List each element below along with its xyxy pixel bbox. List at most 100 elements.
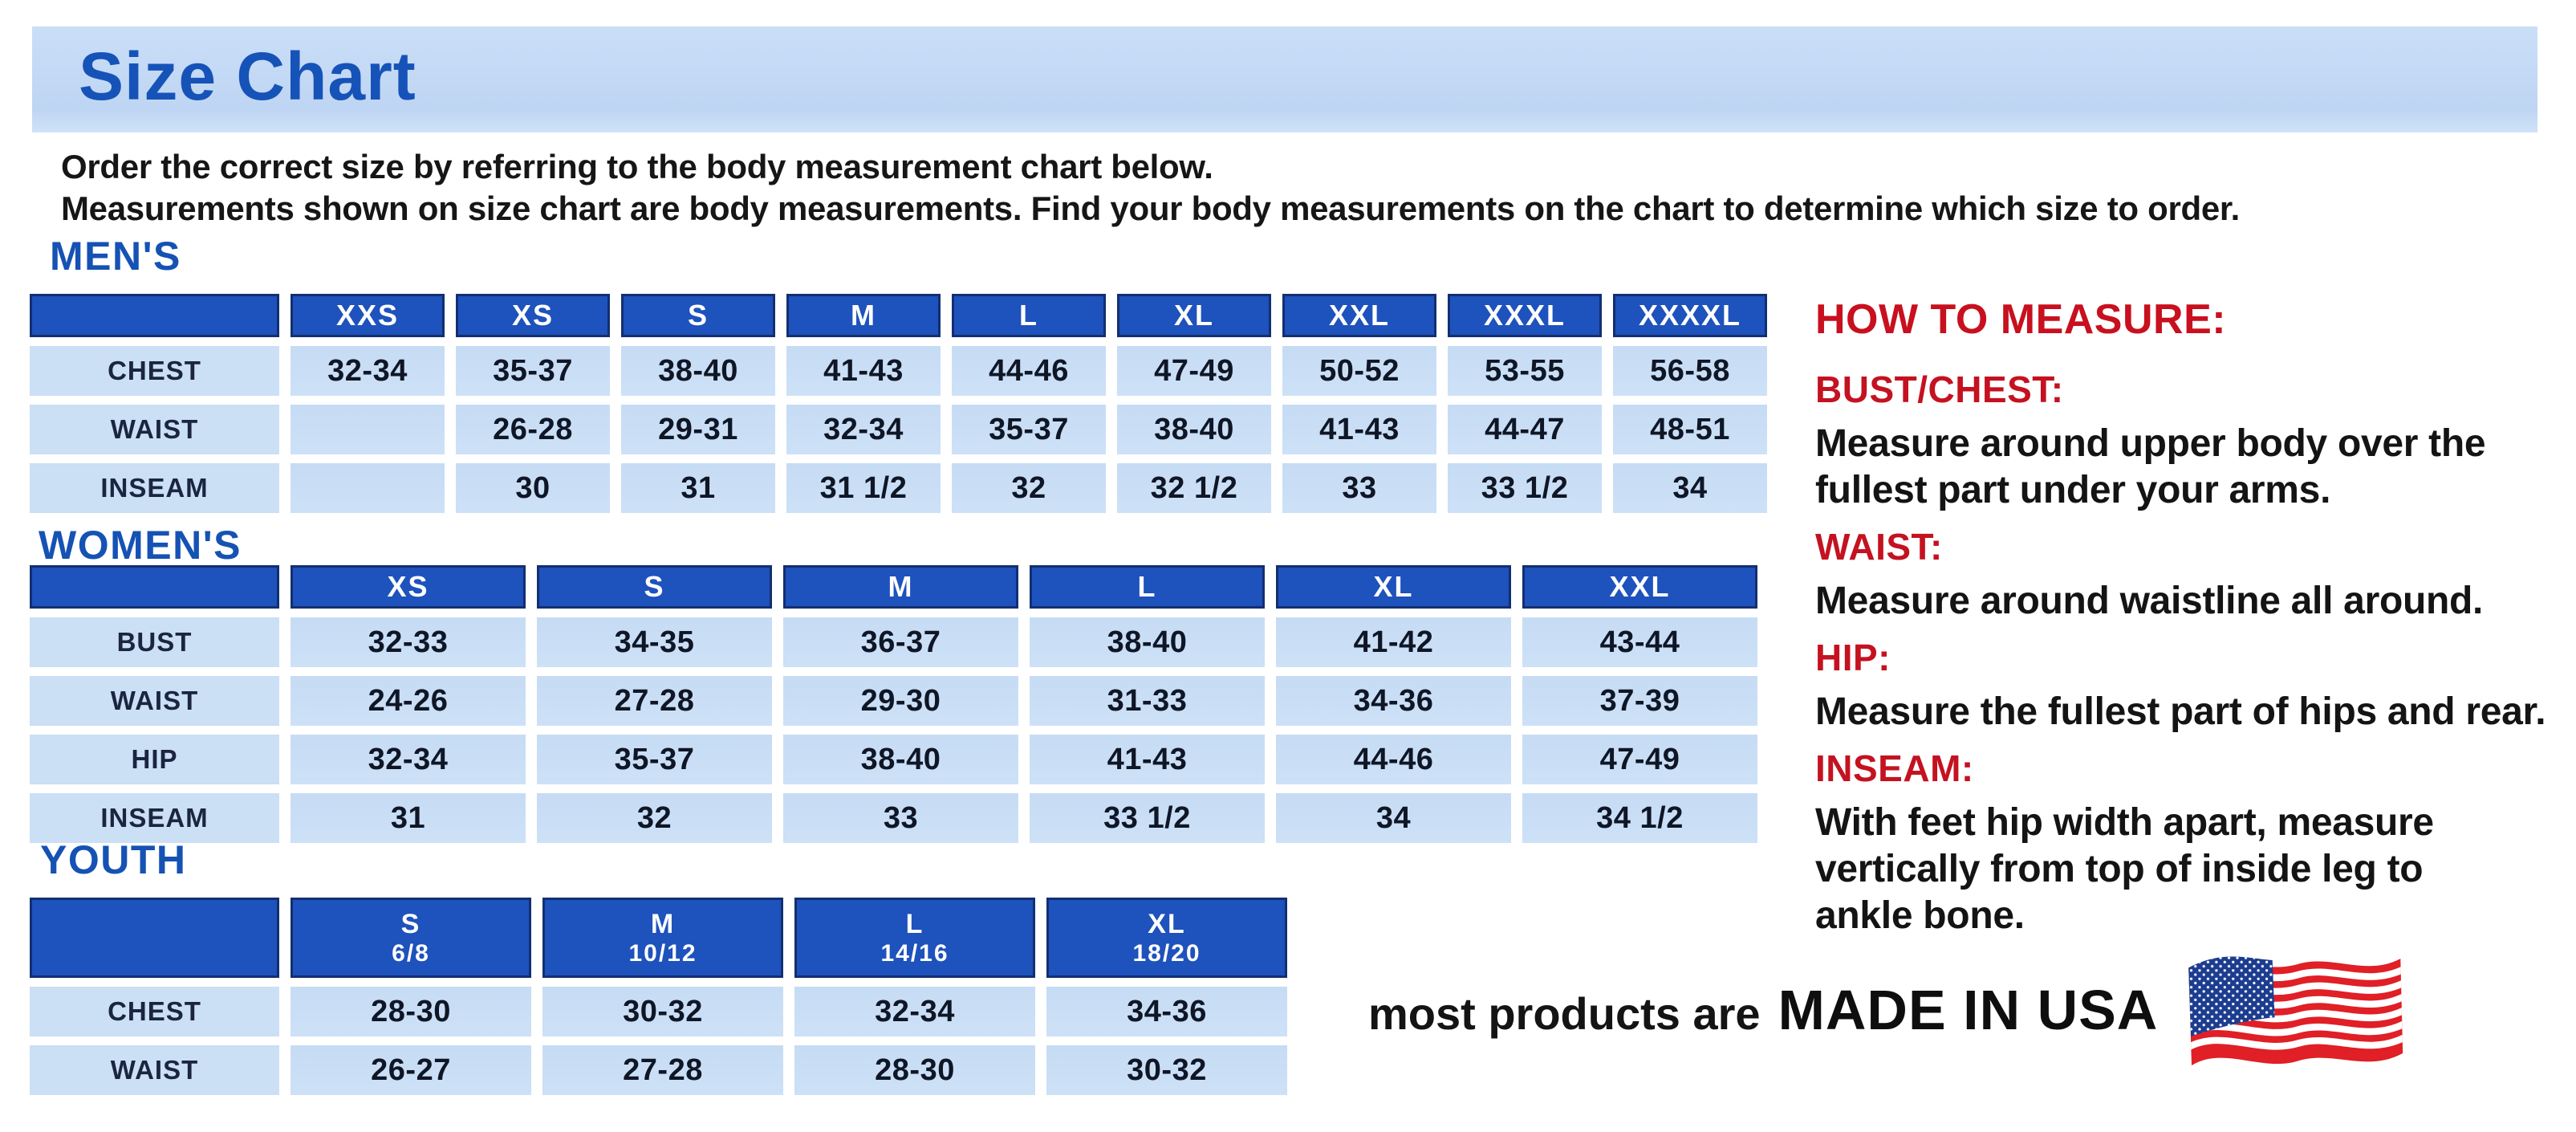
size-value-cell: 33 [783,793,1018,843]
size-value-cell: 43-44 [1522,617,1757,667]
size-value-cell: 35-37 [952,405,1106,454]
measure-text-line: With feet hip width apart, measure [1815,801,2434,844]
row-label-cell: WAIST [30,405,279,454]
page-title: Size Chart [79,39,416,114]
size-value-cell: 29-31 [621,405,775,454]
how-to-measure-panel: HOW TO MEASURE: BUST/CHEST: Measure arou… [1815,295,2576,939]
size-value-cell: 34 1/2 [1522,793,1757,843]
size-value-cell: 41-42 [1276,617,1511,667]
size-value-cell: 32-33 [291,617,526,667]
measure-label-hip: HIP: [1815,637,1891,678]
size-header-cell: XL [1117,294,1271,337]
youth-section-heading: YOUTH [40,837,187,882]
size-value-cell: 34-36 [1046,987,1287,1036]
measure-label-inseam: INSEAM: [1815,747,1974,789]
size-value-cell: 50-52 [1282,346,1436,396]
size-value-cell: 31 1/2 [786,463,941,513]
size-value-cell: 33 [1282,463,1436,513]
measure-text-line: fullest part under your arms. [1815,469,2331,511]
size-value-cell: 34 [1276,793,1511,843]
measure-section-waist: WAIST: Measure around waistline all arou… [1815,525,2576,625]
size-value-cell: 28-30 [291,987,531,1036]
size-value-cell: 32-34 [291,735,526,784]
size-header-cell: XXXL [1448,294,1602,337]
size-value-cell: 35-37 [537,735,772,784]
size-header-cell: XL [1276,565,1511,609]
intro-line-1: Order the correct size by referring to t… [61,148,1213,185]
size-header-cell: XXL [1522,565,1757,609]
intro-line-2: Measurements shown on size chart are bod… [61,189,2241,227]
mens-section-heading: MEN'S [50,234,181,279]
row-label-cell: WAIST [30,676,279,726]
size-value-cell: 48-51 [1613,405,1767,454]
size-value-cell: 33 1/2 [1448,463,1602,513]
size-header-cell: M [783,565,1018,609]
measure-section-hip: HIP: Measure the fullest part of hips an… [1815,636,2576,735]
size-value-cell: 30-32 [1046,1045,1287,1095]
size-value-cell: 32 [952,463,1106,513]
size-value-cell: 26-28 [456,405,610,454]
table-corner-cell [30,898,279,978]
size-header-cell: XS [291,565,526,609]
size-value-cell: 41-43 [786,346,941,396]
size-value-cell [291,405,445,454]
size-value-cell: 47-49 [1117,346,1271,396]
measure-label-bust-chest: BUST/CHEST: [1815,369,2064,410]
size-header-cell: L 14/16 [794,898,1035,978]
size-value-cell [291,463,445,513]
size-value-cell: 38-40 [783,735,1018,784]
size-value-cell: 28-30 [794,1045,1035,1095]
measure-text-line: ankle bone. [1815,894,2025,937]
row-label-cell: INSEAM [30,793,279,843]
size-header-cell: XXS [291,294,445,337]
size-value-cell: 33 1/2 [1030,793,1265,843]
measure-label-waist: WAIST: [1815,526,1943,568]
row-label-cell: BUST [30,617,279,667]
size-value-cell: 30-32 [542,987,783,1036]
row-label-cell: CHEST [30,987,279,1036]
size-value-cell: 29-30 [783,676,1018,726]
size-value-cell: 34-36 [1276,676,1511,726]
made-in-usa-prefix: most products are [1368,988,1761,1039]
womens-size-table: XS S M L XL XXL BUST 32-33 34-35 36-37 38-40 41-42 4… [30,565,1757,843]
made-in-usa-text: MADE IN USA [1778,979,2159,1041]
size-value-cell: 31 [291,793,526,843]
size-header-cell: M [786,294,941,337]
size-value-cell: 38-40 [621,346,775,396]
womens-section-heading: WOMEN'S [39,523,242,568]
size-value-cell: 24-26 [291,676,526,726]
size-value-cell: 32 1/2 [1117,463,1271,513]
measure-text-line: Measure around waistline all around. [1815,580,2484,622]
size-value-cell: 31 [621,463,775,513]
size-value-cell: 36-37 [783,617,1018,667]
size-header-cell: S [621,294,775,337]
size-value-cell: 32 [537,793,772,843]
size-value-cell: 32-34 [291,346,445,396]
size-header-cell: S [537,565,772,609]
row-label-cell: WAIST [30,1045,279,1095]
measure-text-line: Measure around upper body over the [1815,422,2486,465]
size-value-cell: 31-33 [1030,676,1265,726]
size-header-cell: L [1030,565,1265,609]
size-value-cell: 41-43 [1282,405,1436,454]
size-value-cell: 32-34 [786,405,941,454]
size-value-cell: 26-27 [291,1045,531,1095]
size-header-cell: L [952,294,1106,337]
size-value-cell: 47-49 [1522,735,1757,784]
size-header-cell: XL 18/20 [1046,898,1287,978]
size-value-cell: 27-28 [542,1045,783,1095]
intro-text: Order the correct size by referring to t… [61,146,2240,230]
size-value-cell: 38-40 [1030,617,1265,667]
youth-size-table: S 6/8 M 10/12 L 14/16 XL 18/20 CHEST 28-30 30-32 32… [30,898,1287,1095]
size-value-cell: 34-35 [537,617,772,667]
size-value-cell: 41-43 [1030,735,1265,784]
mens-size-table: XXS XS S M L XL XXL XXXL XXXXL CHEST 32-34 35-37 38-… [30,294,1767,513]
measure-text-line: Measure the fullest part of hips and rea… [1815,690,2546,733]
size-value-cell: 35-37 [456,346,610,396]
made-in-usa-line: most products are MADE IN USA [1368,978,2158,1042]
size-value-cell: 44-47 [1448,405,1602,454]
row-label-cell: HIP [30,735,279,784]
table-corner-cell [30,294,279,337]
size-header-cell: XS [456,294,610,337]
size-value-cell: 44-46 [952,346,1106,396]
